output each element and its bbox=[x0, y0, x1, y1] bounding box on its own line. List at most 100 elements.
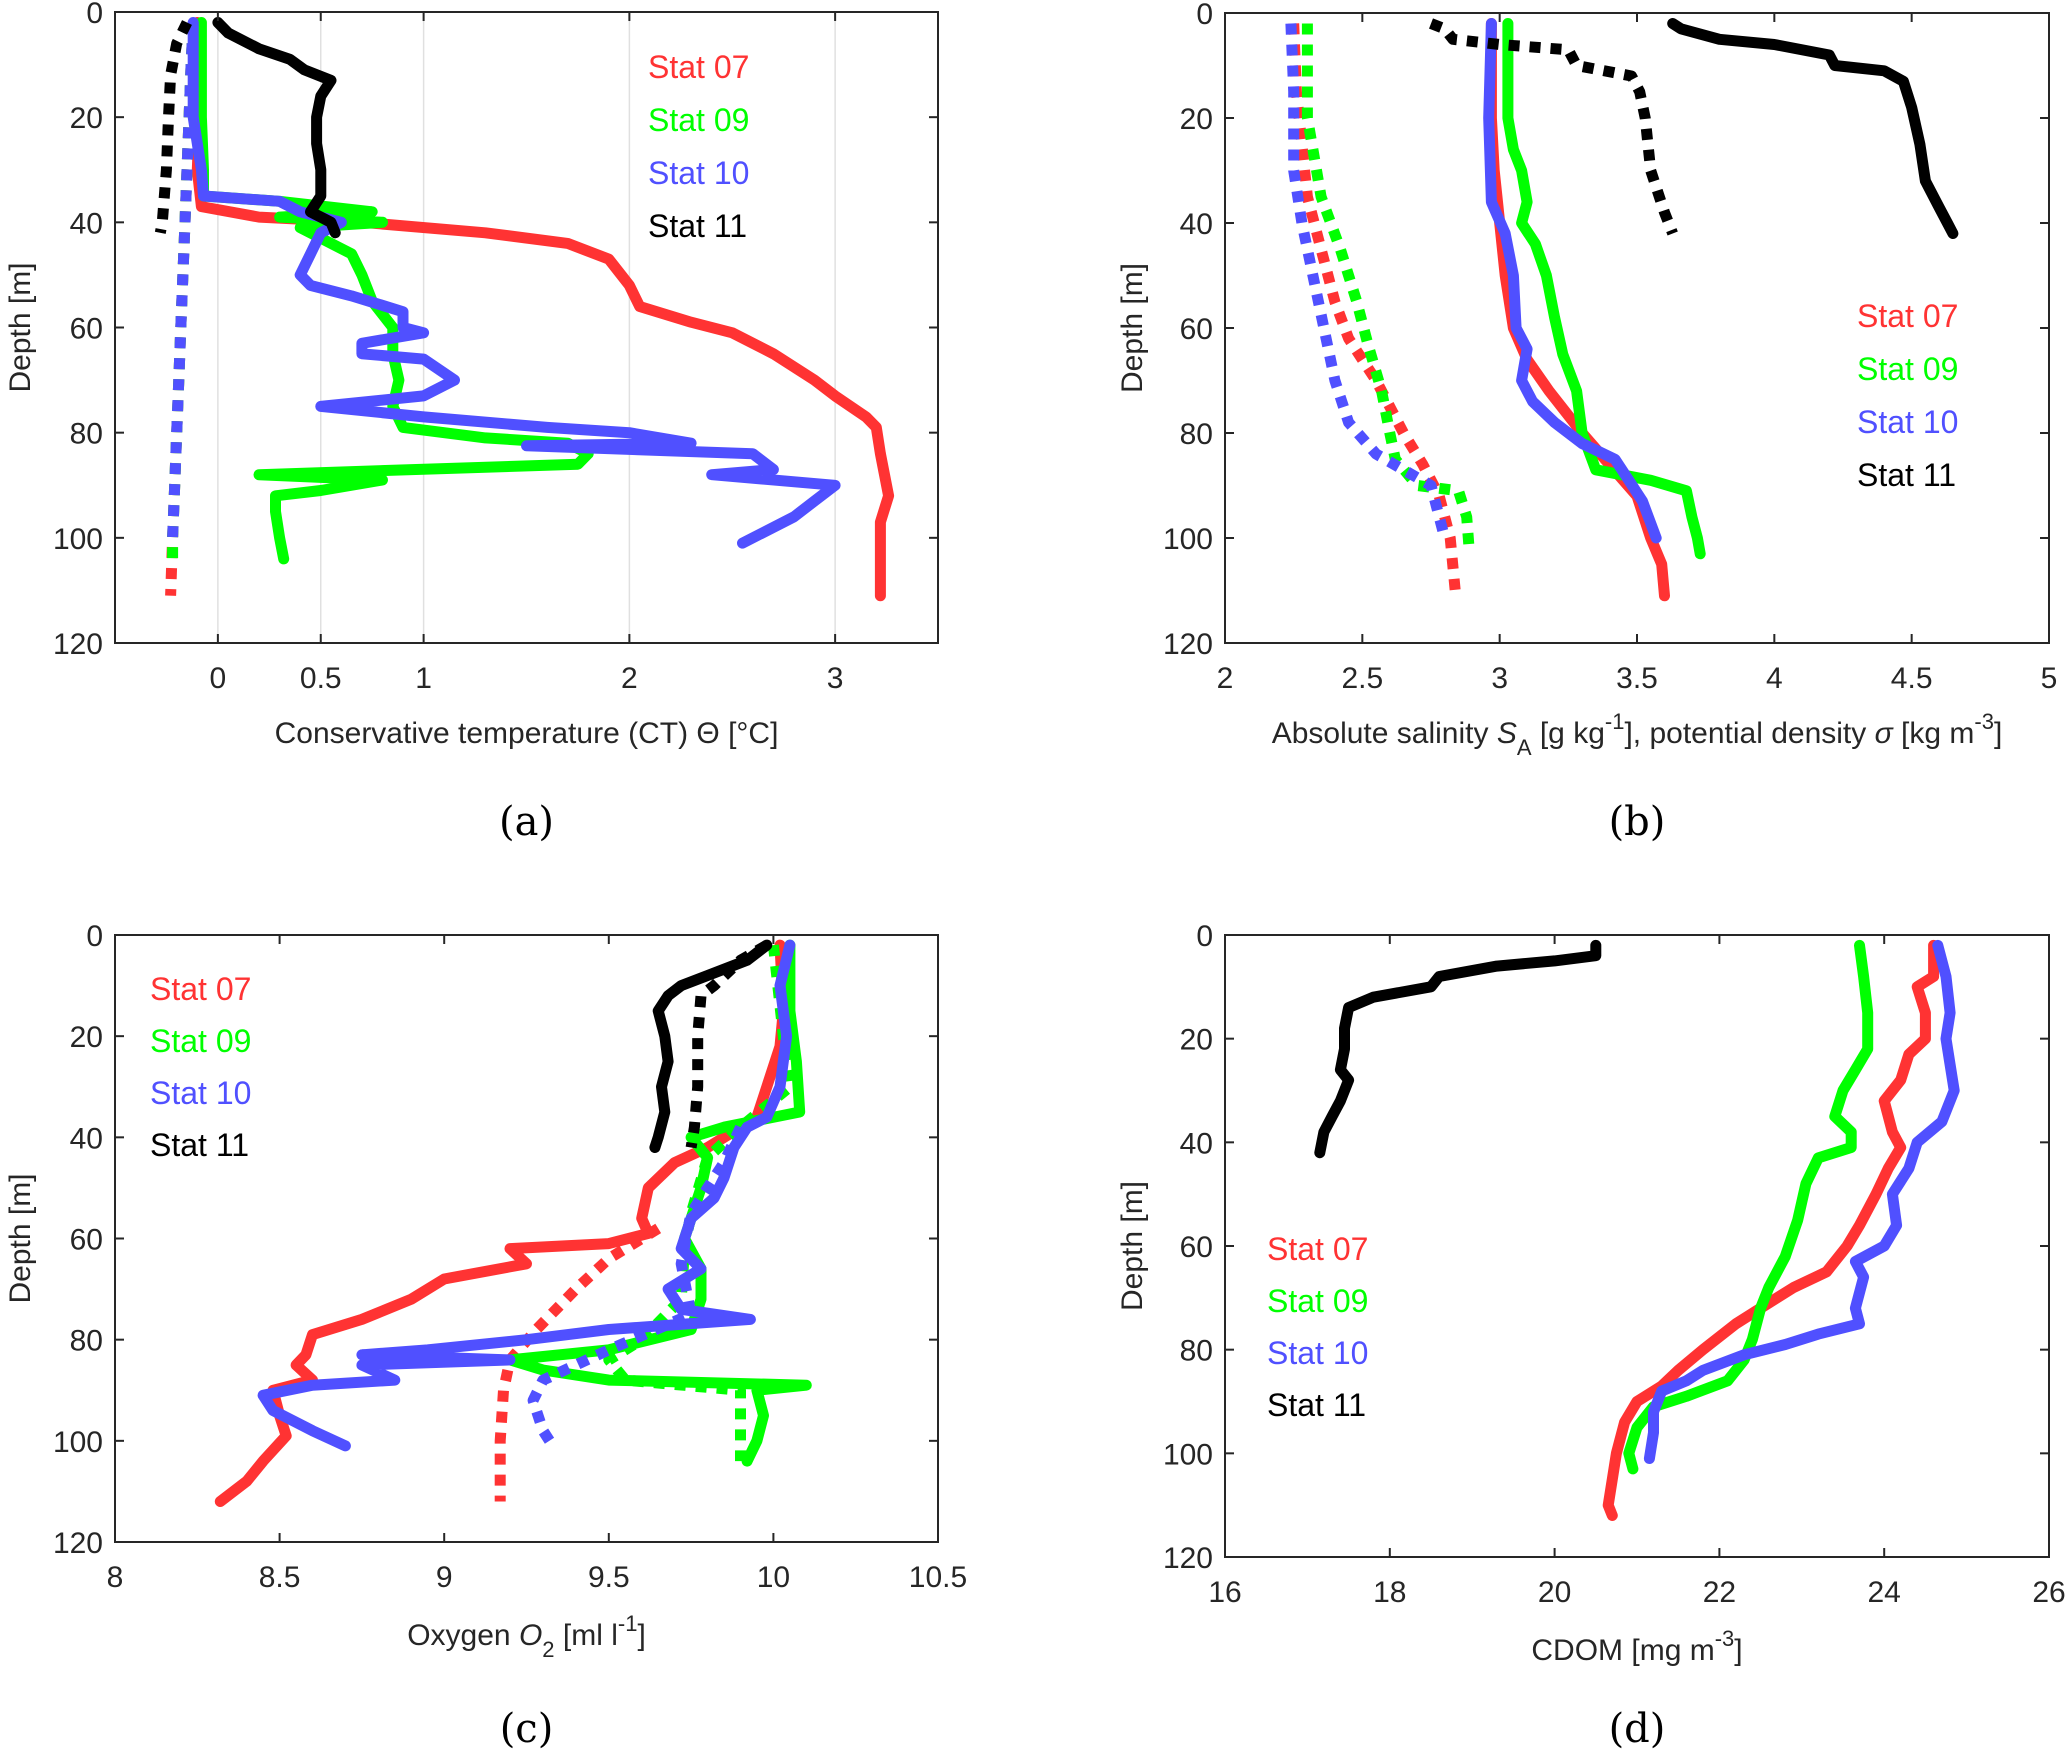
legend-entry-stat-10: Stat 10 bbox=[150, 1075, 251, 1111]
x-tick-label: 22 bbox=[1703, 1576, 1736, 1609]
legend-entry-stat-11: Stat 11 bbox=[648, 208, 747, 244]
y-tick-label: 120 bbox=[1163, 628, 1213, 661]
x-tick-label: 4 bbox=[1766, 662, 1783, 695]
y-tick-label: 80 bbox=[70, 1325, 103, 1358]
panel-b-salinity: 2 2.5 3 3.5 4 4.5 5 0 20 40 60 80 100 120 Depth [m] Abs… bbox=[1116, 0, 2057, 845]
series-line-stat-10-solid bbox=[187, 17, 841, 549]
y-tick-label: 0 bbox=[86, 920, 103, 953]
plot-area bbox=[1225, 935, 2049, 1557]
y-tick-label: 120 bbox=[1163, 1542, 1213, 1575]
x-axis-label-part: -1 bbox=[618, 1611, 638, 1636]
x-axis-label-part: Absolute salinity bbox=[1272, 717, 1497, 750]
x-tick-label: 0.5 bbox=[300, 662, 342, 695]
y-tick-label: 40 bbox=[1180, 208, 1213, 241]
x-axis-label-part: S bbox=[1497, 717, 1517, 750]
y-tick-label: 40 bbox=[70, 1122, 103, 1155]
y-axis-label: Depth [m] bbox=[1116, 263, 1149, 393]
y-tick-label: 20 bbox=[1180, 103, 1213, 136]
series-line-stat-07-solid bbox=[1602, 939, 1940, 1521]
series-line-stat-11-solid bbox=[1667, 18, 1959, 239]
panel-caption: (c) bbox=[500, 1706, 554, 1752]
legend-entry-stat-09: Stat 09 bbox=[648, 102, 749, 138]
y-tick-label: 100 bbox=[53, 523, 103, 556]
x-tick-label: 10 bbox=[757, 1561, 790, 1594]
x-axis-label-part: [g kg bbox=[1532, 717, 1605, 750]
x-tick-label: 9 bbox=[436, 1561, 453, 1594]
series-line-stat-10-dotted bbox=[1285, 23, 1451, 540]
y-axis-label: Depth [m] bbox=[4, 262, 37, 392]
x-axis-label-part: Oxygen bbox=[407, 1619, 519, 1652]
legend-entry-stat-11: Stat 11 bbox=[150, 1127, 249, 1163]
y-tick-label: 20 bbox=[70, 1021, 103, 1054]
legend-entry-stat-10: Stat 10 bbox=[1267, 1335, 1368, 1371]
y-tick-label: 80 bbox=[70, 418, 103, 451]
y-tick-label: 100 bbox=[1163, 1438, 1213, 1471]
y-tick-label: 80 bbox=[1180, 1335, 1213, 1368]
y-tick-label: 100 bbox=[53, 1426, 103, 1459]
panel-caption: (a) bbox=[499, 799, 554, 845]
y-tick-label: 60 bbox=[1180, 1231, 1213, 1264]
x-axis-label: Oxygen O2 [ml l-1] bbox=[407, 1611, 646, 1662]
legend-entry-stat-10: Stat 10 bbox=[648, 155, 749, 191]
x-tick-label: 2 bbox=[621, 662, 638, 695]
series-line-stat-11-solid bbox=[649, 939, 773, 1153]
series-line-stat-10-solid bbox=[257, 939, 796, 1452]
series-line-stat-07-dotted bbox=[1288, 23, 1462, 597]
x-axis-label-part: O bbox=[519, 1619, 542, 1652]
y-tick-label: 60 bbox=[1180, 313, 1213, 346]
legend-entry-stat-07: Stat 07 bbox=[1857, 298, 1958, 334]
y-tick-label: 0 bbox=[1196, 920, 1213, 953]
x-axis-label-part: ] bbox=[1734, 1634, 1742, 1667]
legend-entry-stat-10: Stat 10 bbox=[1857, 404, 1958, 440]
y-tick-label: 120 bbox=[53, 1527, 103, 1560]
legend-entry-stat-09: Stat 09 bbox=[150, 1023, 251, 1059]
panel-caption: (d) bbox=[1609, 1706, 1666, 1752]
series-line-stat-11-dotted bbox=[1429, 18, 1678, 236]
y-axis-label: Depth [m] bbox=[4, 1173, 37, 1303]
plot-area bbox=[115, 935, 938, 1542]
legend-entry-stat-07: Stat 07 bbox=[648, 49, 749, 85]
plot-area bbox=[115, 12, 938, 643]
series-line-stat-11-dotted bbox=[154, 20, 192, 234]
x-axis-label-part: [kg m bbox=[1893, 717, 1975, 750]
y-tick-label: 0 bbox=[1196, 0, 1213, 31]
legend-entry-stat-07: Stat 07 bbox=[1267, 1231, 1368, 1267]
x-tick-label: 1 bbox=[415, 662, 432, 695]
x-tick-label: 3 bbox=[827, 662, 844, 695]
y-tick-label: 60 bbox=[70, 313, 103, 346]
series-line-stat-10-dotted bbox=[167, 22, 199, 539]
x-tick-label: 2 bbox=[1217, 662, 1234, 695]
x-tick-label: 16 bbox=[1208, 1576, 1241, 1609]
y-tick-label: 120 bbox=[53, 628, 103, 661]
x-axis-label: Absolute salinity SA [g kg-1], potential… bbox=[1272, 709, 2003, 760]
series-line-stat-07-dotted bbox=[494, 1223, 662, 1502]
y-tick-label: 100 bbox=[1163, 523, 1213, 556]
x-tick-label: 0 bbox=[210, 662, 227, 695]
x-axis-label-part: -3 bbox=[1974, 709, 1994, 734]
x-tick-label: 8 bbox=[107, 1561, 124, 1594]
x-axis-label-part: CDOM [mg m bbox=[1531, 1634, 1714, 1667]
y-axis-label: Depth [m] bbox=[1116, 1181, 1149, 1311]
panel-caption: (b) bbox=[1609, 799, 1666, 845]
x-tick-label: 3 bbox=[1491, 662, 1508, 695]
x-axis-label: CDOM [mg m-3] bbox=[1531, 1626, 1742, 1667]
x-axis-label-part: -3 bbox=[1715, 1626, 1735, 1651]
legend-entry-stat-09: Stat 09 bbox=[1857, 351, 1958, 387]
x-axis-label-part: -1 bbox=[1605, 709, 1625, 734]
series-line-stat-10-solid bbox=[1643, 939, 1960, 1464]
series-line-stat-09-solid bbox=[1623, 939, 1874, 1475]
x-tick-label: 10.5 bbox=[909, 1561, 967, 1594]
x-tick-label: 24 bbox=[1868, 1576, 1901, 1609]
y-tick-label: 40 bbox=[1180, 1127, 1213, 1160]
legend-entry-stat-11: Stat 11 bbox=[1267, 1387, 1366, 1423]
y-tick-label: 40 bbox=[70, 207, 103, 240]
x-tick-label: 2.5 bbox=[1341, 662, 1383, 695]
series-line-stat-11-solid bbox=[1314, 939, 1602, 1159]
x-tick-label: 8.5 bbox=[259, 1561, 301, 1594]
x-axis-label-part: ], potential density bbox=[1624, 717, 1874, 750]
x-tick-label: 20 bbox=[1538, 1576, 1571, 1609]
x-axis-label-part: A bbox=[1517, 735, 1532, 760]
x-axis-label-part: σ bbox=[1875, 717, 1895, 750]
panel-a-temperature: 0 0.5 1 2 3 0 20 40 60 80 100 120 Depth [m] Conservat… bbox=[4, 0, 939, 845]
